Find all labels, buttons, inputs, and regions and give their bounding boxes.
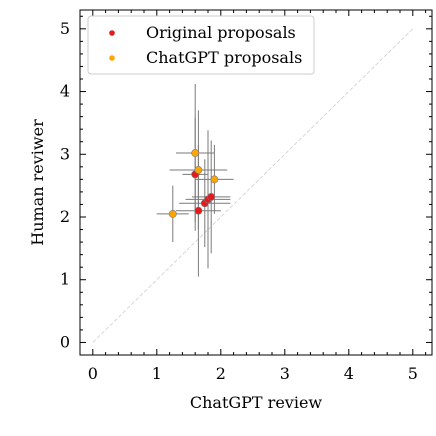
- x-tick-label: 3: [280, 364, 290, 383]
- legend-marker-chatgpt: [109, 55, 115, 61]
- identity-line: [92, 28, 414, 343]
- y-tick-label: 1: [60, 270, 70, 289]
- legend: Original proposals ChatGPT proposals: [87, 15, 315, 75]
- axis-ticks: [79, 10, 432, 356]
- axes-frame: [79, 9, 433, 356]
- legend-box: [87, 15, 315, 75]
- diagonal-reference-line: [92, 28, 414, 343]
- x-tick-label: 2: [216, 364, 226, 383]
- point-s1-p1: [191, 149, 200, 157]
- legend-label-chatgpt: ChatGPT proposals: [146, 48, 302, 67]
- x-tick-label: 1: [152, 364, 162, 383]
- y-tick-label: 5: [60, 19, 70, 38]
- point-s1-p2: [194, 166, 203, 174]
- point-s1-p0: [168, 209, 177, 218]
- x-tick-label: 4: [344, 364, 354, 383]
- legend-label-original: Original proposals: [146, 23, 296, 42]
- y-tick-label: 2: [60, 207, 70, 226]
- y-tick-label: 0: [60, 332, 70, 351]
- point-s0-p0: [194, 206, 203, 215]
- y-axis-title: Human reviwer: [28, 119, 47, 246]
- y-tick-label: 4: [60, 82, 70, 101]
- point-s1-p3: [210, 175, 219, 184]
- x-tick-label: 0: [88, 364, 98, 383]
- y-tick-label: 3: [60, 144, 70, 163]
- legend-marker-original: [109, 30, 115, 36]
- x-tick-label: 5: [408, 364, 418, 383]
- tick-labels: 0 1 2 3 4 5 0 1 2 3 4 5: [60, 19, 418, 383]
- data-points: [168, 149, 219, 218]
- point-s0-p3: [207, 193, 216, 201]
- plot-frame: [79, 9, 433, 356]
- x-axis-title: ChatGPT review: [190, 393, 323, 412]
